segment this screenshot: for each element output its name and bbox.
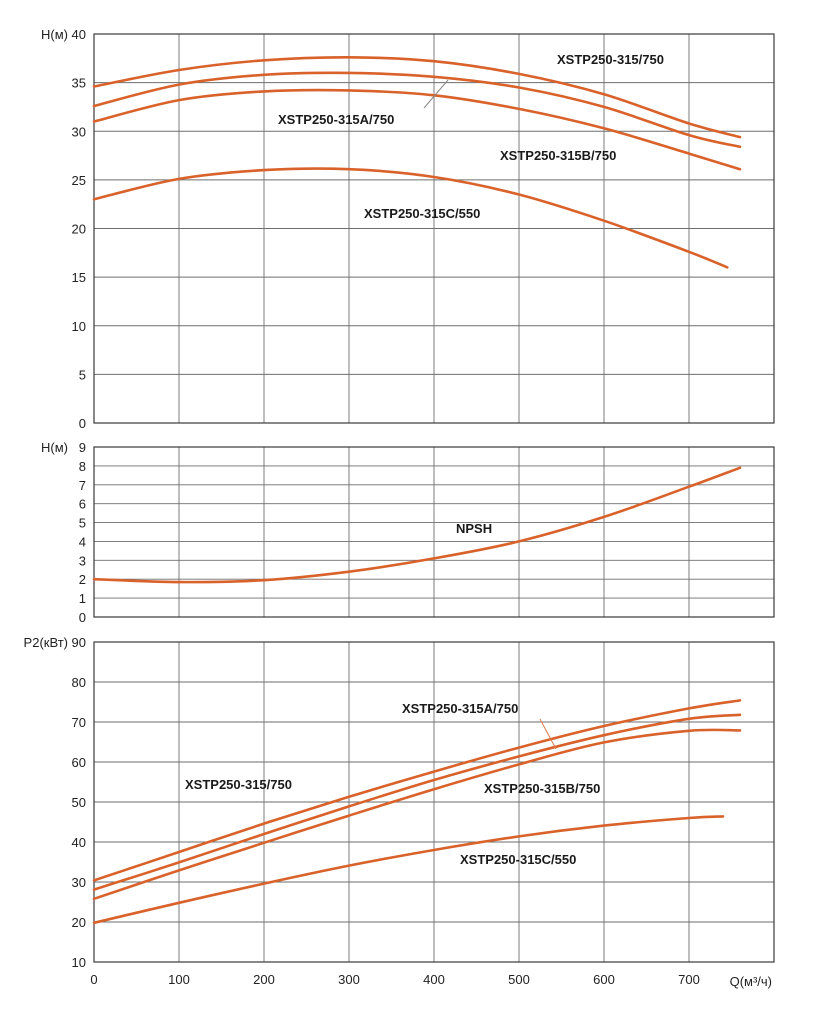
y-tick-label: 40	[72, 27, 86, 42]
y-tick-label: 40	[72, 835, 86, 850]
head-label-315a-leader	[423, 79, 449, 109]
head-chart-panel: 0 5 10 15 20 25 30 35 40 H(м)	[41, 27, 775, 431]
x-tick-label: 300	[338, 972, 360, 987]
series-line-npsh	[92, 466, 742, 584]
series-line-xstp250-315b-750	[92, 728, 742, 901]
y-tick-label: 30	[72, 124, 86, 139]
power-label-315-750: XSTP250-315/750	[185, 777, 292, 792]
x-tick-label: 0	[90, 972, 97, 987]
power-label-315a-leader	[539, 718, 557, 750]
series-line-xstp250-315-750	[92, 699, 742, 882]
y-tick-label: 1	[79, 591, 86, 606]
y-tick-label: 25	[72, 173, 86, 188]
power-label-315a-750: XSTP250-315A/750	[402, 701, 518, 716]
head-label-315b-750: XSTP250-315B/750	[500, 148, 616, 163]
y-tick-label: 2	[79, 572, 86, 587]
y-tick-label: 8	[79, 459, 86, 474]
x-tick-label: 600	[593, 972, 615, 987]
x-axis-label: Q(м³/ч)	[730, 974, 772, 989]
head-label-315c-550: XSTP250-315C/550	[364, 206, 480, 221]
plot-frame	[93, 446, 775, 618]
power-label-315c-550: XSTP250-315C/550	[460, 852, 576, 867]
y-tick-label: 5	[79, 367, 86, 382]
x-tick-label: 200	[253, 972, 275, 987]
y-tick-label: 7	[79, 478, 86, 493]
x-tick-label: 400	[423, 972, 445, 987]
series-line-xstp250-315c-550	[92, 167, 729, 269]
y-tick-label: 6	[79, 497, 86, 512]
y-tick-label: 50	[72, 795, 86, 810]
npsh-label: NPSH	[456, 521, 492, 536]
y-axis-label: H(м)	[41, 440, 68, 455]
series-line-xstp250-315c-550	[92, 815, 725, 925]
power-label-315b-750: XSTP250-315B/750	[484, 781, 600, 796]
series-line-xstp250-315a-750	[92, 713, 742, 891]
y-tick-label: 35	[72, 76, 86, 91]
y-tick-label: 20	[72, 915, 86, 930]
power-chart-panel: 10 20 30 40 50 60 70 80 90 P2(кВт) 0 100 200 300 400 50…	[24, 635, 775, 989]
series-line-xstp250-315a-750	[92, 71, 742, 149]
series-line-xstp250-315b-750	[92, 88, 742, 171]
y-tick-label: 0	[79, 610, 86, 625]
y-tick-label: 10	[72, 955, 86, 970]
y-tick-label: 10	[72, 319, 86, 334]
y-axis-label: H(м)	[41, 27, 68, 42]
y-tick-label: 90	[72, 635, 86, 650]
y-tick-label: 80	[72, 675, 86, 690]
y-tick-label: 60	[72, 755, 86, 770]
plot-frame	[93, 641, 775, 963]
y-tick-label: 3	[79, 553, 86, 568]
plot-frame	[93, 33, 775, 424]
y-tick-label: 20	[72, 222, 86, 237]
x-tick-label: 700	[678, 972, 700, 987]
y-tick-label: 15	[72, 270, 86, 285]
npsh-chart-panel: 0 1 2 3 4 5 6 7 8 9 H(м)	[41, 440, 775, 625]
head-label-315-750: XSTP250-315/750	[557, 52, 664, 67]
y-tick-label: 0	[79, 416, 86, 431]
head-label-315a-750: XSTP250-315A/750	[278, 112, 394, 127]
y-tick-label: 5	[79, 516, 86, 531]
x-tick-label: 100	[168, 972, 190, 987]
y-axis-label: P2(кВт)	[24, 635, 68, 650]
series-line-xstp250-315-750	[92, 55, 742, 139]
y-tick-label: 4	[79, 534, 86, 549]
y-tick-label: 30	[72, 875, 86, 890]
x-tick-label: 500	[508, 972, 530, 987]
y-tick-label: 9	[79, 440, 86, 455]
y-tick-label: 70	[72, 715, 86, 730]
